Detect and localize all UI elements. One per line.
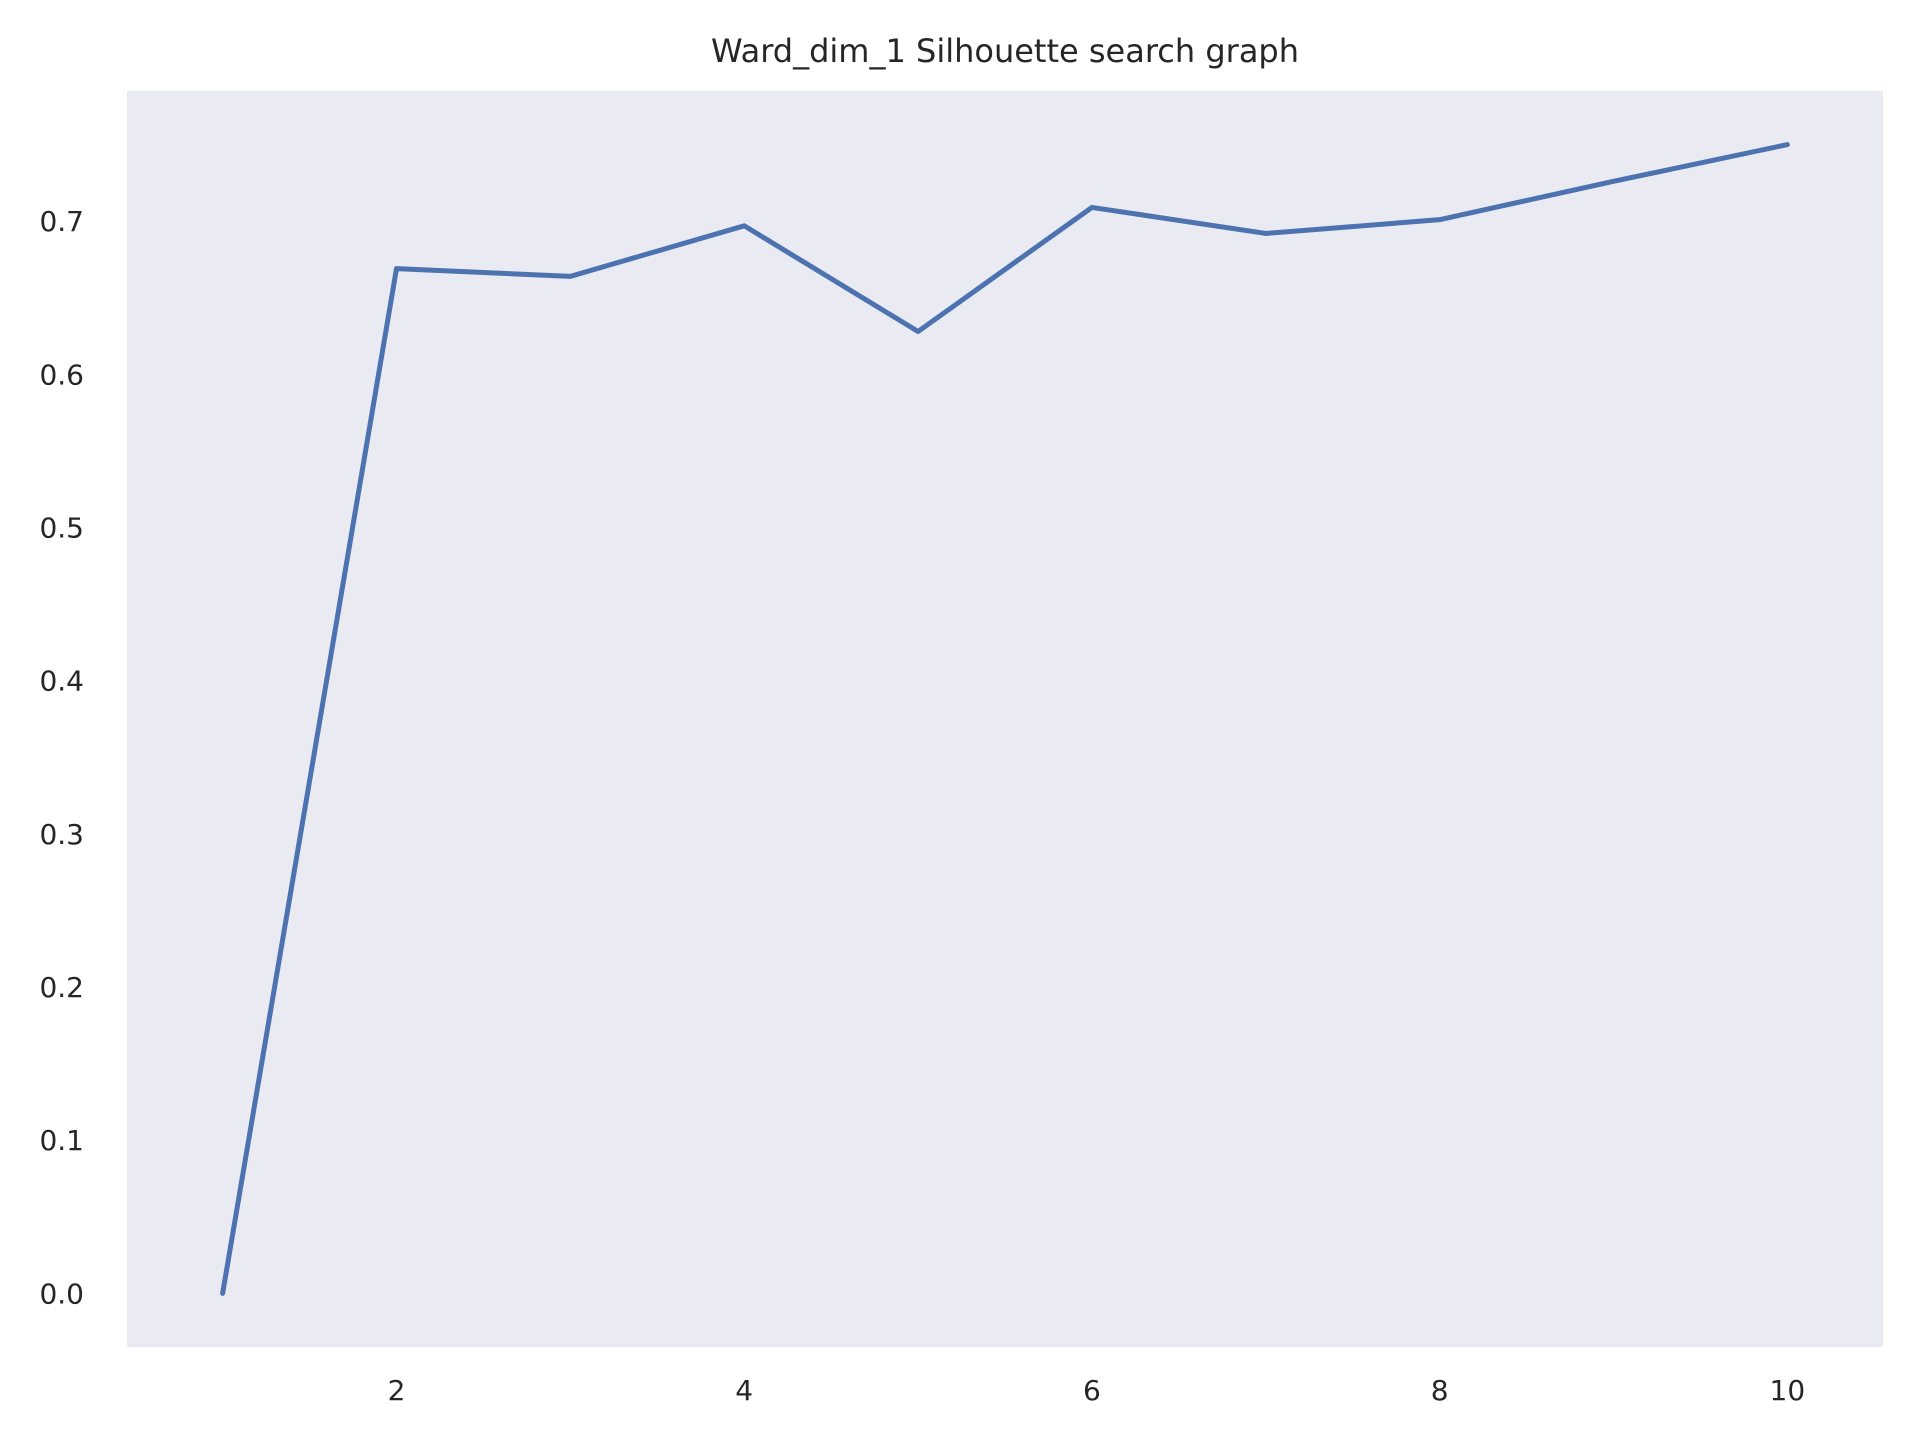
y-tick-label: 0.5 <box>39 512 84 545</box>
x-tick-label: 6 <box>1083 1374 1101 1407</box>
y-tick-label: 0.6 <box>39 358 84 391</box>
x-axis-tick-labels: 2 4 6 8 10 <box>388 1374 1806 1407</box>
y-tick-label: 0.3 <box>39 818 84 851</box>
y-tick-label: 0.0 <box>39 1277 84 1310</box>
y-tick-label: 0.7 <box>39 205 84 238</box>
chart-title: Ward_dim_1 Silhouette search graph <box>711 32 1299 70</box>
series-layer <box>220 142 1790 1296</box>
y-tick-label: 0.2 <box>39 971 84 1004</box>
x-tick-label: 8 <box>1431 1374 1449 1407</box>
x-tick-label: 4 <box>735 1374 753 1407</box>
x-tick-label: 2 <box>388 1374 406 1407</box>
y-axis-tick-labels: 0.0 0.1 0.2 0.3 0.4 0.5 0.6 0.7 <box>39 205 84 1310</box>
y-tick-label: 0.4 <box>39 665 84 698</box>
series-line <box>220 142 1790 1296</box>
x-tick-label: 10 <box>1770 1374 1806 1407</box>
y-tick-label: 0.1 <box>39 1124 84 1157</box>
plot-area <box>127 91 1883 1347</box>
